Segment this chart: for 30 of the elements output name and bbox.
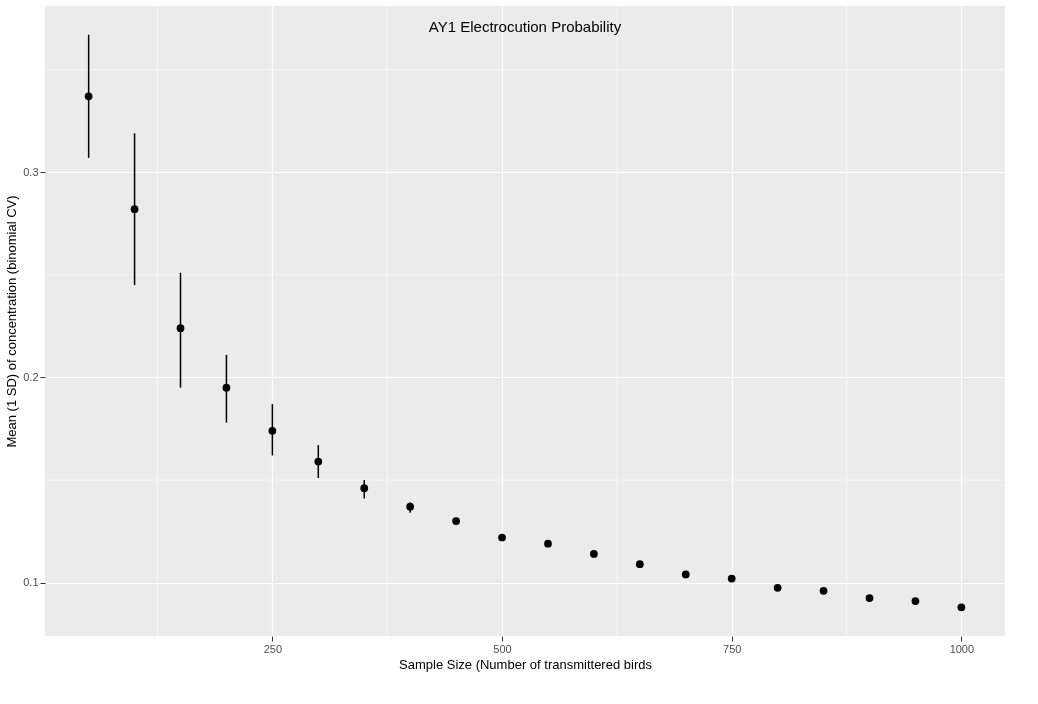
point: [498, 533, 506, 542]
y-axis-title: Mean (1 SD) of concentration (binomial CV): [4, 195, 20, 448]
text: AY1 Electrocution Probability: [428, 18, 622, 35]
point: [957, 603, 966, 612]
point: [865, 594, 874, 602]
point: [773, 583, 782, 592]
point: [84, 92, 93, 101]
point: [452, 517, 460, 525]
x-tick-label: 250: [263, 642, 283, 655]
x-axis-title: Sample Size (Number of transmittered birds: [399, 656, 653, 672]
x-tick-label: 1000: [949, 642, 975, 655]
point: [911, 597, 920, 605]
x-tick-label: 500: [493, 642, 512, 655]
y-tick-label: 0.3: [23, 165, 39, 178]
point: [544, 539, 552, 548]
point: [268, 426, 277, 435]
y-tick-label: 0.1: [23, 576, 39, 589]
y-tick-label: 0.2: [23, 370, 39, 383]
point: [360, 484, 369, 493]
point: [727, 574, 736, 583]
point: [819, 586, 828, 595]
point: [130, 205, 139, 214]
point: [314, 457, 323, 466]
point: [590, 550, 598, 558]
point: [681, 570, 690, 579]
point: [176, 324, 185, 333]
point: [222, 383, 231, 392]
point: [406, 502, 415, 511]
x-tick-label: 750: [723, 642, 742, 655]
point: [635, 560, 644, 569]
